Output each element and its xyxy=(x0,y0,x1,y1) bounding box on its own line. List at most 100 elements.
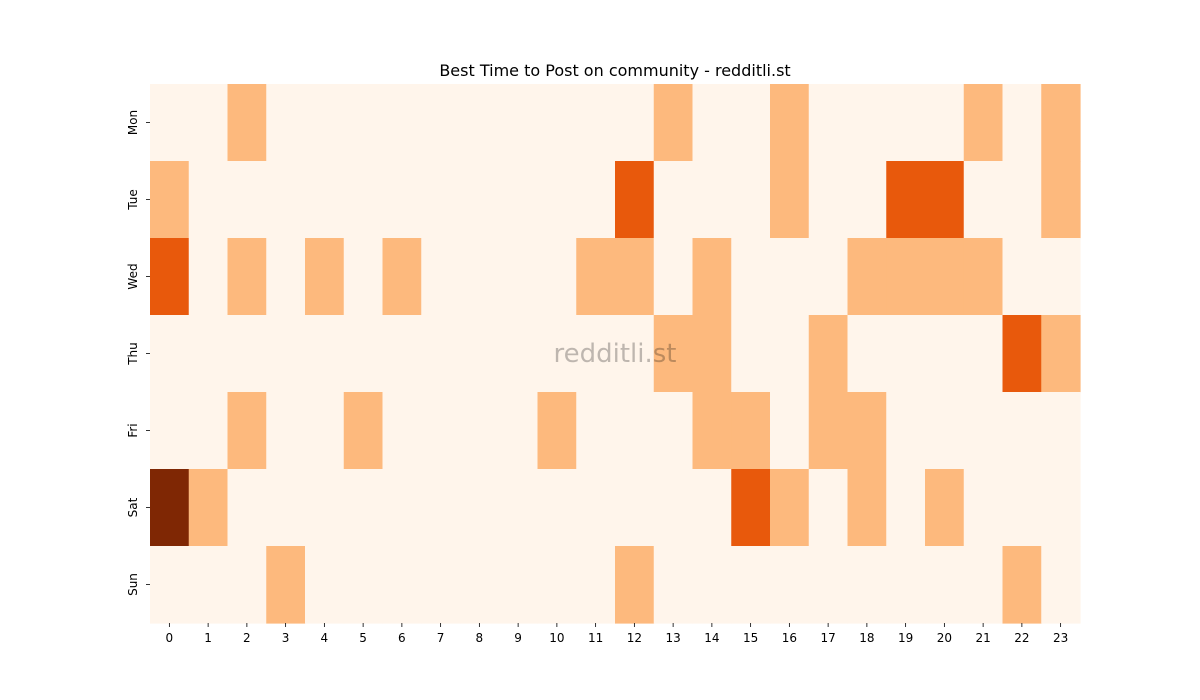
heatmap-cell xyxy=(770,161,810,239)
heatmap-cell xyxy=(731,392,771,470)
heatmap-cell xyxy=(227,161,267,239)
heatmap-cell xyxy=(227,546,267,624)
heatmap-cell xyxy=(1002,469,1042,547)
heatmap-cell xyxy=(305,238,345,316)
heatmap-cell xyxy=(305,161,345,239)
heatmap-cell xyxy=(770,469,810,547)
heatmap-cell xyxy=(576,238,616,316)
heatmap-cell xyxy=(150,161,190,239)
y-tick-label: Tue xyxy=(126,189,140,211)
heatmap-cell xyxy=(266,392,306,470)
heatmap-cell xyxy=(692,392,732,470)
heatmap-cell xyxy=(886,315,926,393)
heatmap-cell xyxy=(963,469,1004,547)
x-tick-label: 6 xyxy=(398,631,406,645)
heatmap-cell xyxy=(615,238,655,316)
heatmap-cell xyxy=(343,315,384,393)
heatmap-cell xyxy=(808,469,849,547)
heatmap-cell xyxy=(692,161,732,239)
heatmap-cell xyxy=(1002,392,1042,470)
heatmap-cell xyxy=(1041,392,1081,470)
heatmap-cell xyxy=(770,238,810,316)
heatmap-cell xyxy=(963,238,1004,316)
heatmap-cell xyxy=(847,546,887,624)
heatmap-cell xyxy=(692,84,732,162)
x-tick-label: 14 xyxy=(704,631,719,645)
heatmap-cell xyxy=(576,392,616,470)
heatmap-cell xyxy=(886,161,926,239)
heatmap-cell xyxy=(731,161,771,239)
heatmap-cell xyxy=(653,238,694,316)
heatmap-cell xyxy=(1041,84,1081,162)
x-tick-label: 11 xyxy=(588,631,603,645)
heatmap-cell xyxy=(382,546,422,624)
heatmap-cell xyxy=(576,546,616,624)
heatmap-cell xyxy=(808,315,849,393)
heatmap-cell xyxy=(537,84,577,162)
heatmap-cell xyxy=(227,469,267,547)
x-tick-label: 8 xyxy=(476,631,484,645)
x-tick-label: 13 xyxy=(665,631,680,645)
heatmap-cell xyxy=(731,315,771,393)
heatmap-cell xyxy=(847,315,887,393)
x-tick-label: 12 xyxy=(627,631,642,645)
heatmap-cell xyxy=(770,84,810,162)
heatmap-cell xyxy=(847,84,887,162)
heatmap-cell xyxy=(692,469,732,547)
heatmap-cell xyxy=(886,469,926,547)
heatmap-cell xyxy=(382,84,422,162)
x-tick-label: 9 xyxy=(514,631,522,645)
heatmap-cell xyxy=(305,392,345,470)
heatmap-cell xyxy=(925,238,965,316)
x-tick-label: 5 xyxy=(359,631,367,645)
heatmap-cell xyxy=(421,469,461,547)
heatmap-cell xyxy=(382,315,422,393)
heatmap-cell xyxy=(963,315,1004,393)
heatmap-cell xyxy=(188,469,229,547)
heatmap-cell xyxy=(498,469,539,547)
heatmap-cell xyxy=(343,238,384,316)
heatmap-cell xyxy=(615,469,655,547)
heatmap-cell xyxy=(1041,161,1081,239)
heatmap-cell xyxy=(498,161,539,239)
heatmap-cell xyxy=(537,315,577,393)
x-tick-label: 15 xyxy=(743,631,758,645)
heatmap-cell xyxy=(615,546,655,624)
heatmap-cell xyxy=(150,238,190,316)
heatmap-cell xyxy=(150,546,190,624)
heatmap-cell xyxy=(498,392,539,470)
x-tick-label: 18 xyxy=(859,631,874,645)
heatmap-cell xyxy=(227,84,267,162)
heatmap-cell xyxy=(382,161,422,239)
heatmap-cell xyxy=(731,546,771,624)
x-tick-label: 17 xyxy=(820,631,835,645)
x-tick-label: 22 xyxy=(1014,631,1029,645)
heatmap-cell xyxy=(963,392,1004,470)
heatmap-cell xyxy=(770,315,810,393)
heatmap-cell xyxy=(1002,84,1042,162)
heatmap-cell xyxy=(266,238,306,316)
heatmap-cell xyxy=(188,392,229,470)
x-axis: 0 1 2 3 4 5 6 7 8 9 10 11 12 13 14 15 16 17 18 19 20 21 22 23 xyxy=(166,623,1068,645)
heatmap-cell xyxy=(266,315,306,393)
heatmap-cell xyxy=(460,469,500,547)
heatmap-cell xyxy=(692,315,732,393)
heatmap-cell xyxy=(847,238,887,316)
heatmap-cell xyxy=(925,546,965,624)
heatmap-cell xyxy=(963,84,1004,162)
y-axis: Mon Tue Wed Thu Fri Sat Sun xyxy=(126,110,150,596)
heatmap-cell xyxy=(150,469,190,547)
heatmap-cell xyxy=(498,315,539,393)
heatmap-cell xyxy=(808,546,849,624)
heatmap-cell xyxy=(808,392,849,470)
heatmap-cell xyxy=(421,546,461,624)
heatmap-cell xyxy=(266,161,306,239)
heatmap-cell xyxy=(382,392,422,470)
heatmap-cell xyxy=(692,546,732,624)
heatmap-cell xyxy=(653,392,694,470)
heatmap-cell xyxy=(343,469,384,547)
heatmap-cell xyxy=(498,238,539,316)
heatmap-cell xyxy=(305,315,345,393)
heatmap-cell xyxy=(421,84,461,162)
